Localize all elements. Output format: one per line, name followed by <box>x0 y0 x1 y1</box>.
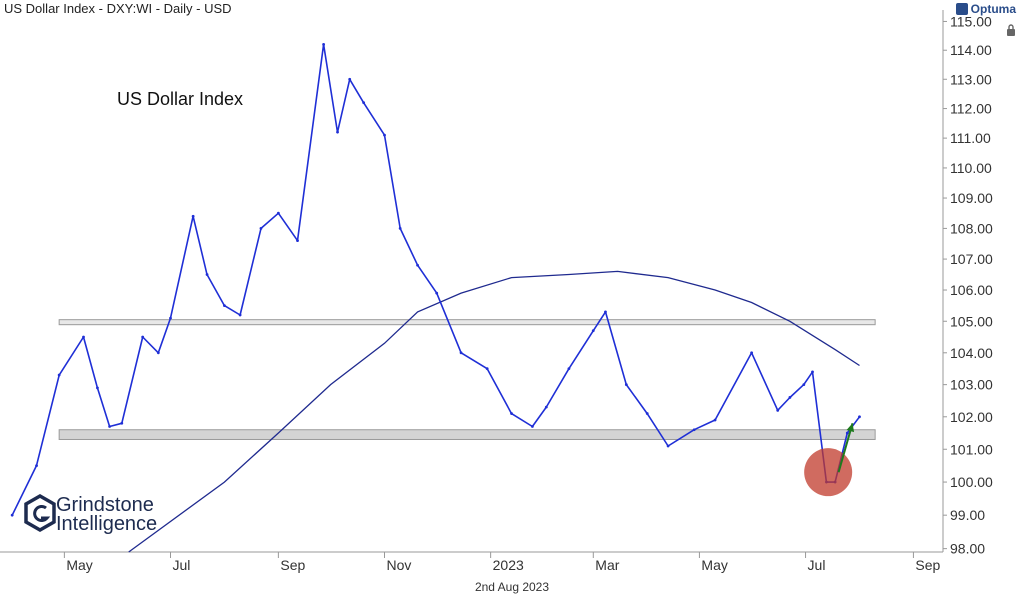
price-point <box>624 383 628 387</box>
price-point <box>510 412 513 415</box>
y-tick-label: 99.00 <box>950 507 985 523</box>
chart-header-title: US Dollar Index - DXY:WI - Daily - USD <box>4 1 232 16</box>
x-tick-label: Jul <box>173 557 191 573</box>
price-band <box>58 429 876 440</box>
trend-arrow-head <box>846 423 855 433</box>
price-point <box>750 351 754 355</box>
price-point <box>567 367 571 371</box>
price-point <box>544 405 548 409</box>
y-tick-label: 104.00 <box>950 345 993 361</box>
price-point <box>336 130 339 134</box>
price-point <box>348 77 352 81</box>
price-line <box>11 43 861 516</box>
y-tick-label: 111.00 <box>950 130 991 146</box>
y-tick-label: 98.00 <box>950 541 985 557</box>
price-point <box>223 304 226 308</box>
y-tick-label: 105.00 <box>950 313 993 329</box>
y-tick-label: 112.00 <box>950 101 992 117</box>
price-point <box>120 421 124 425</box>
y-tick-label: 115.00 <box>950 13 992 29</box>
price-point <box>276 211 280 215</box>
brand-name: Optuma <box>970 2 1016 16</box>
price-point <box>398 227 402 230</box>
price-point <box>82 335 85 339</box>
price-point <box>692 428 696 432</box>
price-point <box>485 367 489 371</box>
x-tick-label: May <box>701 557 727 573</box>
optuma-logo-icon <box>955 3 968 15</box>
price-point <box>191 214 195 218</box>
x-tick-label: May <box>66 557 92 573</box>
annotation-layer <box>804 422 855 497</box>
price-point <box>416 263 419 267</box>
price-point <box>108 425 112 428</box>
price-point <box>435 291 439 295</box>
price-point <box>591 329 595 333</box>
x-tick-label: Sep <box>915 557 940 573</box>
watermark-line2: Intelligence <box>56 513 158 535</box>
grindstone-logo-icon <box>24 494 56 533</box>
price-point <box>96 386 99 390</box>
support-resistance-bands <box>58 319 876 440</box>
x-tick-label: 2023 <box>493 557 524 573</box>
price-point <box>811 370 814 374</box>
y-tick-label: 108.00 <box>950 220 993 236</box>
y-tick-label: 107.00 <box>950 251 993 267</box>
x-tick-label: Jul <box>808 557 826 573</box>
price-point <box>322 43 326 46</box>
y-tick-label: 103.00 <box>950 377 993 393</box>
watermark-text: Grindstone Intelligence <box>56 494 158 535</box>
price-point <box>205 273 209 276</box>
x-tick-label: Nov <box>387 557 412 573</box>
price-point <box>156 351 160 355</box>
price-point <box>57 373 61 377</box>
x-axis: May Jul Sep Nov 2023 Mar May Jul Sep <box>0 551 943 573</box>
y-tick-label: 101.00 <box>950 441 993 457</box>
y-tick-label: 109.00 <box>950 190 993 206</box>
price-point <box>776 408 780 412</box>
price-point <box>858 415 861 419</box>
y-tick-label: 114.00 <box>950 42 992 58</box>
brand-logo: Optuma <box>955 2 1016 16</box>
x-tick-label: Mar <box>595 557 619 573</box>
price-point <box>259 227 263 230</box>
y-tick-label: 110.00 <box>950 160 992 176</box>
y-tick-label: 113.00 <box>950 71 992 87</box>
price-layer <box>10 43 861 517</box>
price-point <box>713 418 717 422</box>
price-point <box>169 316 172 320</box>
price-point <box>141 335 145 339</box>
price-point <box>35 464 38 468</box>
lock-icon[interactable] <box>1006 24 1016 36</box>
price-point <box>645 412 649 415</box>
price-point <box>383 133 386 137</box>
y-tick-label: 102.00 <box>950 409 993 425</box>
price-point <box>802 383 806 387</box>
price-point <box>459 351 463 355</box>
price-point <box>845 431 849 435</box>
price-point <box>296 239 299 243</box>
price-point <box>604 310 607 314</box>
y-tick-label: 106.00 <box>950 282 993 298</box>
price-band <box>58 319 876 326</box>
y-tick-label: 100.00 <box>950 474 993 490</box>
chart-annotation-title: US Dollar Index <box>117 89 244 109</box>
watermark-line1: Grindstone <box>56 494 154 516</box>
chart-date: 2nd Aug 2023 <box>474 580 550 594</box>
price-point <box>788 396 792 399</box>
moving-average-layer <box>128 270 860 553</box>
moving-average-line <box>128 270 860 553</box>
price-point <box>666 444 670 448</box>
price-point <box>10 513 14 517</box>
y-axis: 98.00 99.00 100.00 101.00 102.00 103.00 104.00… <box>942 10 993 557</box>
x-tick-label: Sep <box>280 557 305 573</box>
price-point <box>362 101 366 105</box>
highlight-circle <box>804 448 853 497</box>
price-point <box>530 425 534 428</box>
price-point <box>238 313 242 317</box>
trend-arrow <box>837 422 854 473</box>
